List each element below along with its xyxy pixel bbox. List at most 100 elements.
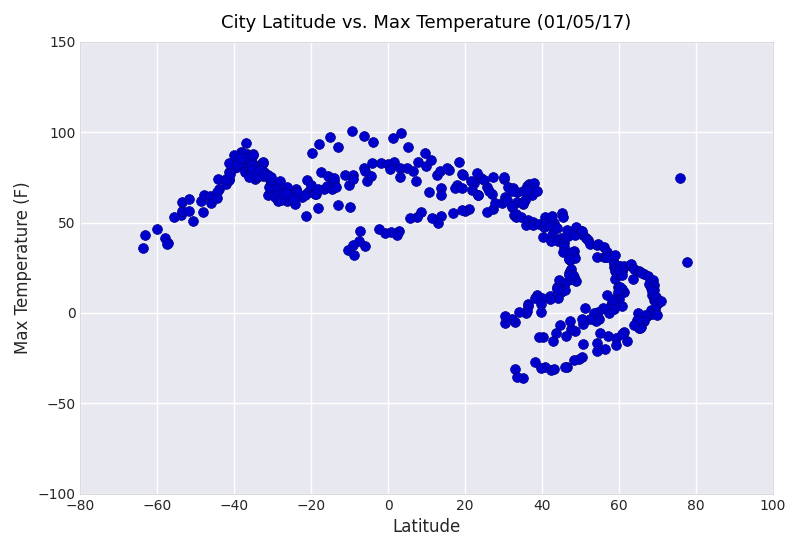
Point <box>254 166 266 174</box>
Point <box>367 138 380 146</box>
Point <box>632 321 645 329</box>
Point <box>235 148 248 157</box>
Point <box>234 153 247 162</box>
Point <box>271 197 284 206</box>
Point <box>151 225 164 234</box>
Point <box>598 252 610 261</box>
Point <box>570 277 582 285</box>
Point <box>302 186 315 195</box>
Point <box>465 177 478 185</box>
Point <box>575 315 588 324</box>
Point <box>272 190 285 199</box>
Point <box>607 258 620 267</box>
Point <box>642 272 654 280</box>
Point <box>517 373 530 382</box>
Point <box>584 240 597 249</box>
Point <box>561 363 574 372</box>
Point <box>634 267 646 276</box>
Point <box>517 199 530 207</box>
Point <box>602 252 615 261</box>
Point <box>515 212 528 221</box>
Point <box>247 150 260 158</box>
Point <box>222 176 235 185</box>
Point <box>309 190 322 199</box>
Point <box>537 233 550 241</box>
Point <box>274 177 287 185</box>
Point <box>471 190 484 199</box>
Point <box>611 269 624 278</box>
Point <box>291 187 304 196</box>
Point <box>162 239 175 248</box>
Point <box>248 162 261 170</box>
Point <box>423 188 436 196</box>
Point <box>510 373 523 382</box>
Point <box>246 166 259 174</box>
Point <box>228 151 241 160</box>
Point <box>539 363 552 372</box>
Point <box>625 260 638 269</box>
Point <box>158 234 171 243</box>
Point <box>618 262 630 271</box>
Point <box>615 265 628 274</box>
Point <box>441 163 454 172</box>
Point <box>613 265 626 273</box>
Point <box>250 170 263 179</box>
Point <box>510 209 523 218</box>
Point <box>554 288 567 296</box>
Point <box>255 158 268 167</box>
Point <box>451 180 464 189</box>
Point <box>393 227 406 235</box>
Point <box>607 295 620 304</box>
Point <box>566 248 578 257</box>
Point <box>161 240 174 249</box>
Point <box>328 177 341 185</box>
Point <box>646 290 658 299</box>
Point <box>262 191 274 200</box>
Point <box>498 173 510 182</box>
Point <box>538 213 551 222</box>
Point <box>560 332 573 340</box>
Point <box>290 188 302 197</box>
Point <box>552 294 565 302</box>
Point <box>563 256 576 265</box>
Point <box>522 180 535 189</box>
Point <box>482 186 495 195</box>
Point <box>348 251 361 260</box>
Point <box>546 221 559 230</box>
Point <box>277 188 290 197</box>
Point <box>223 168 236 177</box>
Point <box>522 302 534 311</box>
Point <box>456 184 469 192</box>
Point <box>590 253 603 262</box>
Point <box>651 299 664 308</box>
Point <box>550 282 563 291</box>
Point <box>323 133 336 141</box>
Point <box>531 290 544 299</box>
Point <box>538 223 550 232</box>
Point <box>175 207 188 216</box>
Point <box>448 184 461 192</box>
Point <box>502 183 514 192</box>
Point <box>326 184 338 193</box>
Point <box>498 193 511 202</box>
Point <box>591 240 604 249</box>
Point <box>242 172 255 181</box>
Point <box>383 164 396 173</box>
Point <box>265 179 278 188</box>
Point <box>525 191 538 200</box>
Point <box>625 262 638 271</box>
Point <box>650 292 662 301</box>
Point <box>235 156 248 165</box>
Point <box>203 191 216 200</box>
Point <box>648 296 661 305</box>
Point <box>174 211 187 219</box>
Point <box>264 176 277 185</box>
Point <box>366 159 378 168</box>
Point <box>289 199 302 208</box>
Point <box>654 296 667 305</box>
Point <box>552 236 565 245</box>
Point <box>360 177 373 186</box>
Point <box>609 251 622 260</box>
Point <box>601 290 614 299</box>
Point <box>245 161 258 169</box>
